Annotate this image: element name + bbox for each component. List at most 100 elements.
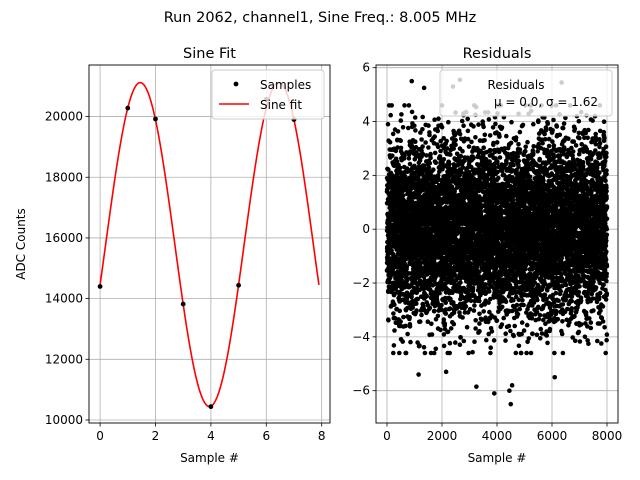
residual-point <box>489 329 495 334</box>
residual-point <box>479 317 485 322</box>
residual-point <box>426 145 431 150</box>
residual-point <box>431 167 436 172</box>
sample-point <box>236 282 241 288</box>
sine-fit-ylabel: ADC Counts <box>14 208 28 280</box>
residual-point <box>402 103 407 108</box>
residual-point <box>431 350 437 356</box>
residual-point <box>482 132 488 138</box>
sine-fit-legend: Samples Sine fit <box>211 69 325 120</box>
residual-point <box>458 335 463 340</box>
residual-point <box>444 146 450 151</box>
residual-point <box>420 151 426 157</box>
residual-point <box>497 155 503 160</box>
residual-point <box>499 125 505 130</box>
residual-point <box>488 350 493 356</box>
residual-point <box>428 350 434 356</box>
residual-point <box>409 294 414 300</box>
residual-point <box>459 170 464 175</box>
residual-point <box>420 114 426 120</box>
residual-point <box>453 340 458 345</box>
residual-point <box>427 160 433 166</box>
residual-point <box>482 302 488 307</box>
x-tick-label: 0 <box>383 429 391 443</box>
residual-point <box>452 189 457 194</box>
residual-point <box>392 328 397 333</box>
residual-point <box>472 303 477 308</box>
residual-point <box>477 298 482 304</box>
residual-point <box>419 312 424 318</box>
residual-point <box>468 298 474 304</box>
residual-point <box>395 145 400 150</box>
residual-point <box>515 311 521 317</box>
residual-point <box>448 326 454 331</box>
residual-point <box>508 328 513 334</box>
residual-point <box>405 305 410 311</box>
residual-point <box>504 160 509 165</box>
residual-point <box>486 319 491 325</box>
residual-point <box>443 295 448 301</box>
residual-point <box>429 321 434 327</box>
residual-point <box>432 134 438 139</box>
residual-point <box>398 118 404 123</box>
residual-point <box>429 332 435 337</box>
residual-point <box>417 278 423 283</box>
residual-point <box>495 159 500 164</box>
residual-point <box>488 345 494 351</box>
residual-point <box>501 315 507 321</box>
residual-point <box>447 340 453 346</box>
residual-point <box>460 148 465 154</box>
residual-point <box>388 112 394 118</box>
residual-point <box>414 308 419 313</box>
residual-point <box>463 304 469 309</box>
residual-point <box>386 318 391 323</box>
residual-point <box>406 103 412 108</box>
residual-point <box>465 136 471 142</box>
residual-point <box>389 248 394 254</box>
residual-point <box>437 290 442 296</box>
y-tick-label: 20000 <box>45 110 83 124</box>
residual-point <box>441 332 447 337</box>
residual-point <box>438 138 444 144</box>
residual-point <box>399 112 404 117</box>
residual-point <box>476 122 481 127</box>
y-tick-label: 2 <box>362 168 370 182</box>
residual-point <box>477 328 482 334</box>
residual-point <box>405 331 410 337</box>
residual-point <box>421 174 426 179</box>
residual-point <box>517 147 523 152</box>
figure-suptitle: Run 2062, channel1, Sine Freq.: 8.005 MH… <box>164 10 477 26</box>
residual-point <box>514 302 520 308</box>
residual-point <box>441 343 447 349</box>
residual-point <box>433 160 439 166</box>
y-tick-label: 16000 <box>45 231 83 245</box>
y-tick-label: −4 <box>352 330 370 344</box>
residual-point <box>473 318 479 323</box>
residual-point <box>433 346 439 352</box>
residual-point <box>451 146 457 151</box>
y-tick-label: 6 <box>362 61 370 75</box>
residual-point <box>461 338 467 344</box>
residual-point <box>441 317 447 322</box>
residual-point <box>477 321 482 326</box>
residual-point <box>462 310 468 315</box>
residual-point <box>470 285 476 291</box>
x-tick-label: 6 <box>262 429 270 443</box>
residual-point <box>446 161 452 167</box>
residual-point <box>462 158 467 164</box>
residual-point <box>494 318 500 323</box>
y-tick-label: −6 <box>352 384 370 398</box>
residual-point <box>438 327 443 333</box>
residual-point <box>425 319 431 325</box>
residual-point <box>404 264 410 269</box>
residual-point <box>400 125 406 130</box>
residual-point <box>391 343 397 348</box>
residual-point <box>435 313 441 319</box>
residual-point <box>516 141 521 147</box>
residual-point <box>472 339 477 345</box>
residual-point <box>496 175 501 181</box>
residual-point <box>487 309 492 315</box>
residual-point <box>403 350 409 356</box>
residual-point <box>494 140 500 145</box>
residual-point <box>432 117 437 122</box>
residual-point <box>386 167 391 172</box>
